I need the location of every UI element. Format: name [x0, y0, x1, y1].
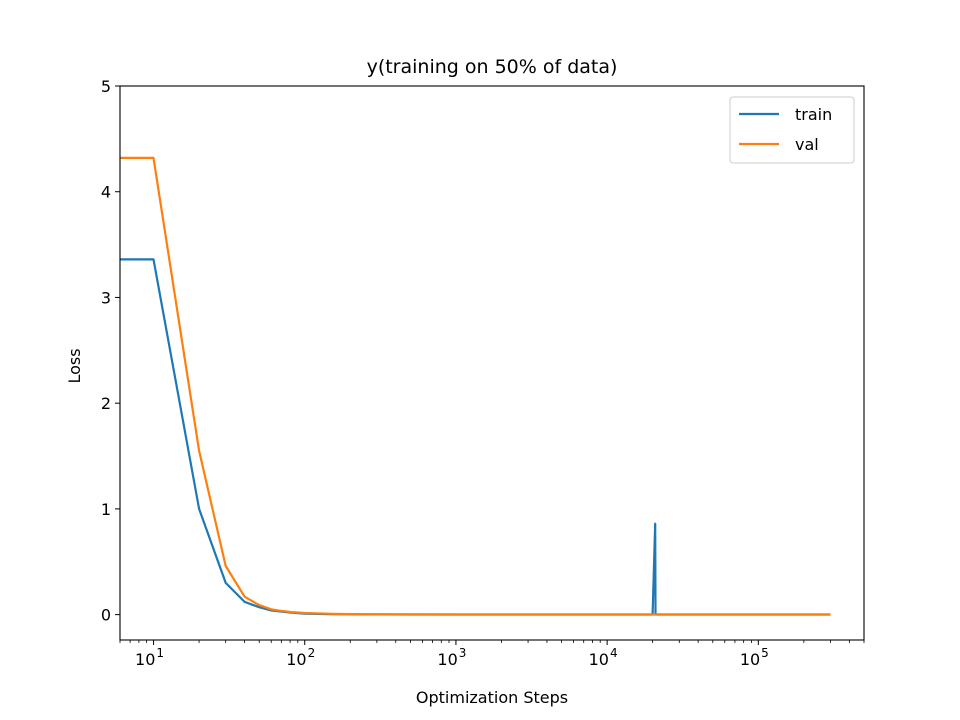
x-tick-label: 104 [589, 646, 618, 669]
x-tick-label: 103 [437, 646, 466, 669]
legend: train val [729, 96, 855, 164]
series-layer [120, 156, 831, 616]
x-tick-label: 105 [740, 646, 769, 669]
legend-label-val: val [795, 135, 819, 154]
y-axis-label: Loss [65, 348, 84, 383]
x-tick-label: 102 [286, 646, 315, 669]
y-tick-label: 2 [101, 394, 111, 413]
chart-title: y(training on 50% of data) [367, 56, 618, 78]
series-line-train [120, 258, 831, 616]
y-tick-label: 0 [101, 606, 111, 625]
y-tick-label: 5 [101, 77, 111, 96]
legend-label-train: train [795, 105, 832, 124]
y-tick-label: 1 [101, 500, 111, 519]
y-tick-label: 3 [101, 288, 111, 307]
x-axis-label: Optimization Steps [416, 688, 568, 707]
y-tick-label: 4 [101, 183, 111, 202]
legend-box [729, 96, 855, 164]
plot-frame [119, 85, 865, 641]
series-line-val [120, 156, 831, 616]
x-tick-label: 101 [135, 646, 164, 669]
axes-ticks: 0 1 2 3 4 5 101 102 103 104 105 [101, 77, 865, 669]
